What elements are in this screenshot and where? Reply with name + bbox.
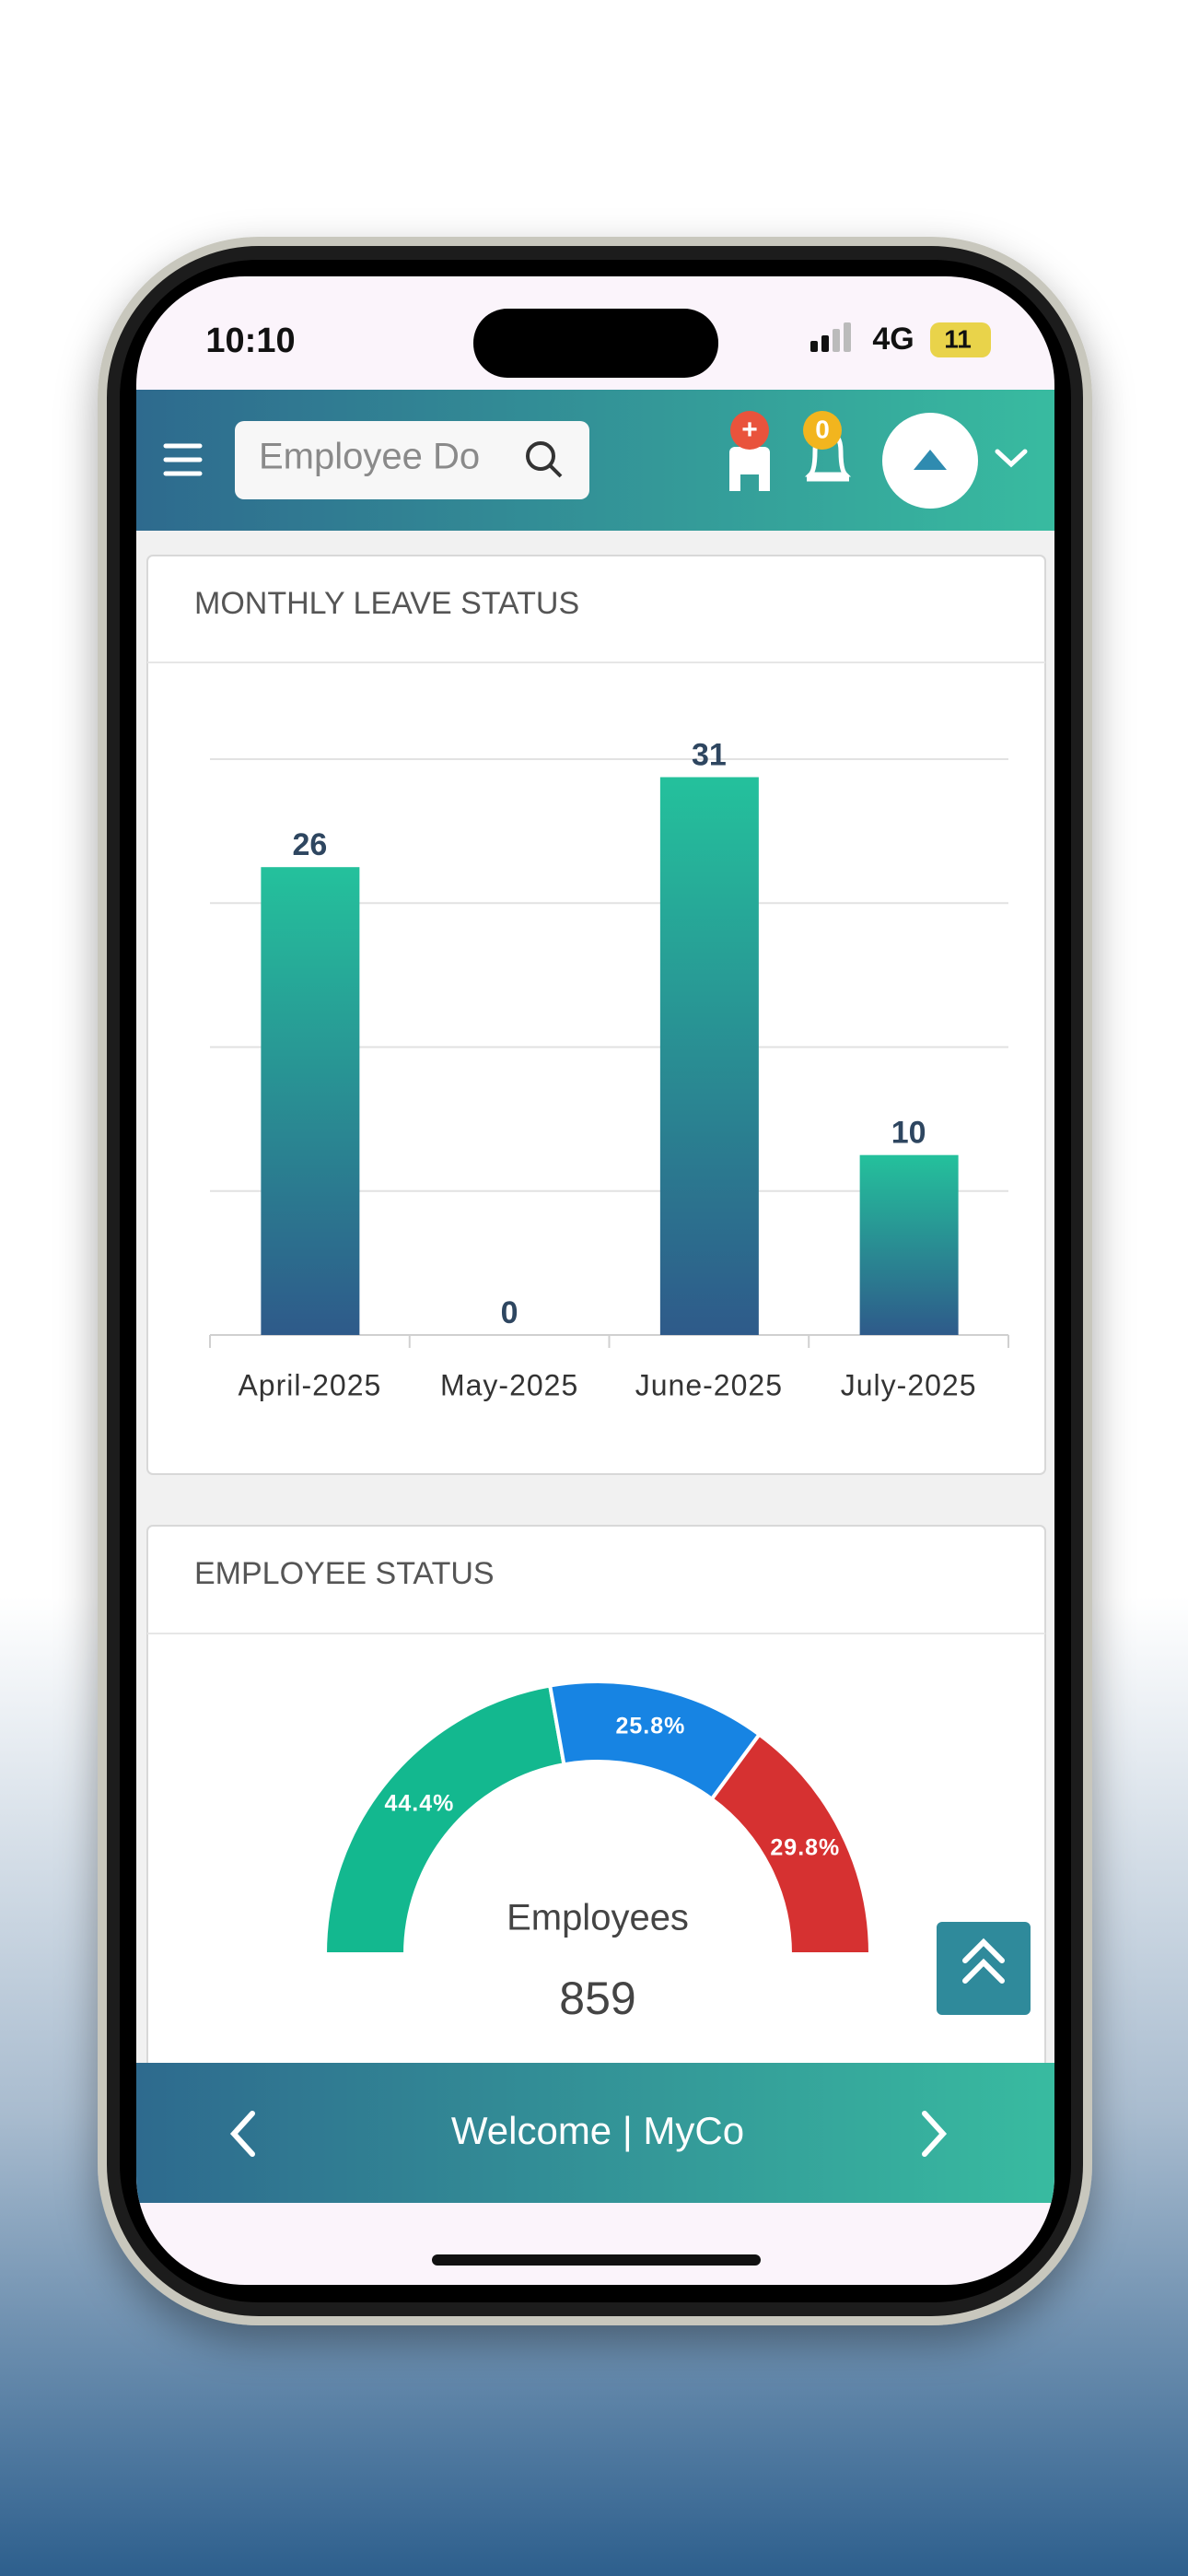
search-icon[interactable] bbox=[526, 441, 563, 478]
leave-card bbox=[146, 555, 1046, 1475]
battery-icon bbox=[930, 322, 991, 357]
gauge-center-value: 859 bbox=[559, 1973, 635, 2024]
x-tick-label: April-2025 bbox=[238, 1368, 381, 1401]
x-tick-label: July-2025 bbox=[841, 1368, 977, 1401]
segment-label: 25.8% bbox=[615, 1714, 685, 1739]
request-badge bbox=[730, 411, 769, 450]
home-indicator bbox=[432, 2254, 761, 2266]
footer-bar bbox=[136, 2063, 1054, 2203]
network-label: 4G bbox=[872, 322, 914, 357]
dynamic-island bbox=[473, 309, 718, 378]
menu-button[interactable] bbox=[163, 443, 203, 476]
notification-badge-label: 0 bbox=[815, 415, 830, 443]
prev-button[interactable] bbox=[229, 2111, 255, 2157]
status-time: 10:10 bbox=[205, 322, 295, 360]
gauge-center-label: Employees bbox=[507, 1898, 689, 1938]
avatar-logo bbox=[914, 450, 947, 470]
value-label: 0 bbox=[501, 1295, 518, 1330]
search-placeholder: Employee Do bbox=[259, 437, 480, 477]
footer-text: Welcome | MyCo bbox=[451, 2109, 744, 2152]
segment-label: 29.8% bbox=[770, 1835, 840, 1861]
card-title: MONTHLY LEAVE STATUS bbox=[194, 586, 579, 621]
signal-icon bbox=[810, 322, 851, 352]
request-badge-label: + bbox=[741, 415, 758, 445]
battery-level: 11 bbox=[944, 324, 972, 353]
gauge-segment bbox=[709, 1731, 873, 1956]
next-button[interactable] bbox=[922, 2111, 948, 2157]
bar bbox=[659, 777, 759, 1335]
value-label: 10 bbox=[891, 1116, 926, 1151]
gauge-chart: 44.4% 25.8% 29.8% bbox=[322, 1680, 873, 1956]
scroll-top-icon bbox=[962, 1938, 1005, 1984]
bar bbox=[859, 1154, 959, 1335]
screen: 10:10 4G 11 Employee Do + bbox=[136, 276, 1054, 2285]
x-tick-label: May-2025 bbox=[440, 1368, 578, 1401]
segment-label: 44.4% bbox=[385, 1790, 455, 1816]
card-title: EMPLOYEE STATUS bbox=[194, 1556, 495, 1591]
value-label: 26 bbox=[292, 827, 327, 862]
status-card bbox=[146, 1525, 1046, 2063]
leave-request-icon[interactable] bbox=[729, 447, 770, 491]
value-label: 31 bbox=[692, 738, 727, 773]
x-tick-label: June-2025 bbox=[635, 1368, 783, 1401]
search-box[interactable] bbox=[235, 421, 589, 499]
bar bbox=[261, 867, 360, 1335]
notification-badge bbox=[803, 411, 842, 450]
profile-dropdown[interactable] bbox=[995, 449, 1028, 468]
bar-chart: 26 April-2025 0 May-2025 31 June-2025 10 July-2… bbox=[209, 738, 1009, 1401]
scroll-top-button[interactable] bbox=[937, 1922, 1031, 2015]
